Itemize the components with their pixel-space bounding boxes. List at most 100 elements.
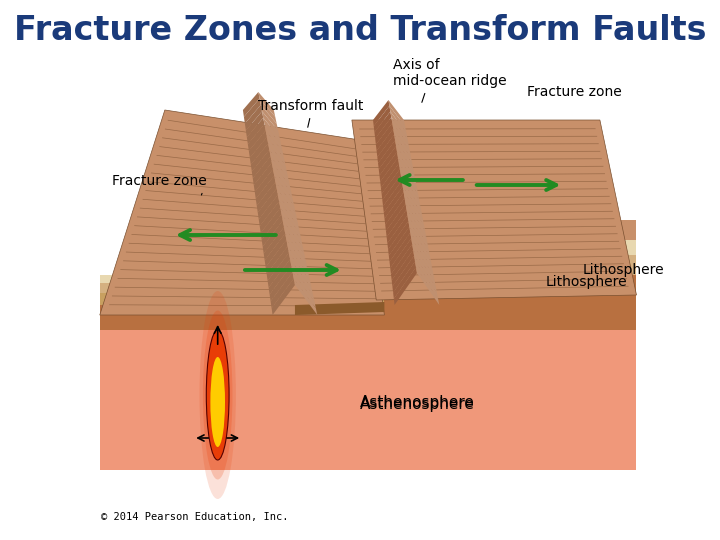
Polygon shape (402, 186, 423, 219)
Polygon shape (249, 131, 267, 158)
Polygon shape (405, 204, 426, 237)
Polygon shape (248, 124, 266, 151)
Polygon shape (261, 208, 282, 240)
Polygon shape (384, 186, 404, 219)
Polygon shape (410, 233, 432, 268)
Polygon shape (244, 98, 261, 124)
Polygon shape (258, 188, 278, 219)
Polygon shape (414, 256, 437, 293)
Polygon shape (394, 134, 412, 163)
Polygon shape (255, 169, 274, 199)
Polygon shape (413, 250, 436, 287)
Text: Lithosphere: Lithosphere (582, 263, 665, 277)
Polygon shape (267, 137, 285, 165)
Polygon shape (412, 244, 435, 280)
Polygon shape (100, 330, 636, 470)
Polygon shape (376, 123, 393, 151)
Polygon shape (387, 215, 408, 249)
Polygon shape (375, 117, 392, 145)
Polygon shape (390, 106, 406, 132)
Polygon shape (382, 169, 401, 200)
Text: Fracture zone: Fracture zone (527, 85, 621, 99)
Polygon shape (401, 175, 420, 206)
Polygon shape (263, 221, 284, 253)
Polygon shape (383, 181, 402, 213)
Polygon shape (261, 105, 278, 131)
Polygon shape (384, 192, 405, 225)
Polygon shape (256, 176, 276, 206)
Polygon shape (391, 244, 413, 280)
Polygon shape (251, 144, 269, 172)
Polygon shape (373, 100, 390, 126)
Polygon shape (265, 233, 287, 267)
Text: Fracture zone: Fracture zone (112, 174, 207, 195)
Polygon shape (100, 293, 384, 305)
Polygon shape (379, 146, 397, 176)
Polygon shape (264, 118, 281, 144)
Polygon shape (262, 111, 279, 137)
Polygon shape (399, 164, 418, 194)
Polygon shape (274, 176, 294, 206)
Polygon shape (539, 240, 636, 255)
Polygon shape (278, 195, 299, 226)
Polygon shape (390, 112, 408, 138)
Polygon shape (374, 112, 391, 138)
Ellipse shape (203, 310, 233, 480)
Text: Fracture Zones and Transform Faults: Fracture Zones and Transform Faults (14, 14, 706, 46)
Polygon shape (385, 198, 405, 231)
Polygon shape (273, 169, 292, 199)
Polygon shape (408, 221, 430, 255)
Polygon shape (378, 140, 396, 170)
Polygon shape (381, 164, 400, 194)
Polygon shape (407, 210, 428, 244)
Polygon shape (257, 182, 276, 213)
Polygon shape (271, 157, 289, 185)
Text: Asthenosphere: Asthenosphere (359, 397, 474, 413)
Polygon shape (269, 259, 292, 294)
Polygon shape (380, 158, 399, 188)
Polygon shape (276, 188, 297, 219)
Polygon shape (266, 240, 287, 274)
Polygon shape (285, 233, 307, 267)
Polygon shape (271, 163, 291, 192)
Polygon shape (294, 279, 318, 315)
Polygon shape (283, 221, 305, 253)
Polygon shape (387, 210, 408, 244)
Polygon shape (295, 302, 384, 315)
Polygon shape (377, 134, 395, 163)
Polygon shape (258, 195, 279, 226)
Polygon shape (245, 105, 262, 131)
Polygon shape (252, 150, 271, 178)
Polygon shape (400, 169, 419, 200)
Polygon shape (282, 214, 303, 247)
Polygon shape (100, 110, 384, 315)
Polygon shape (269, 150, 288, 178)
Polygon shape (276, 182, 295, 213)
Polygon shape (292, 266, 315, 301)
Polygon shape (258, 92, 275, 117)
Polygon shape (268, 144, 287, 172)
Polygon shape (405, 198, 425, 231)
Polygon shape (391, 117, 409, 145)
Polygon shape (539, 220, 636, 240)
Polygon shape (392, 123, 410, 151)
Polygon shape (352, 120, 636, 300)
Polygon shape (408, 215, 428, 249)
Polygon shape (539, 255, 636, 275)
Polygon shape (284, 227, 306, 260)
Polygon shape (271, 279, 295, 315)
Polygon shape (260, 98, 276, 124)
Polygon shape (289, 253, 312, 288)
Polygon shape (398, 158, 417, 188)
Polygon shape (392, 250, 414, 287)
Polygon shape (416, 267, 439, 305)
Ellipse shape (199, 291, 236, 499)
Polygon shape (253, 163, 273, 192)
Polygon shape (404, 192, 424, 225)
Ellipse shape (210, 357, 225, 447)
Polygon shape (253, 157, 271, 185)
Polygon shape (410, 227, 431, 262)
Polygon shape (243, 92, 260, 117)
Polygon shape (271, 272, 294, 308)
Polygon shape (100, 283, 384, 293)
